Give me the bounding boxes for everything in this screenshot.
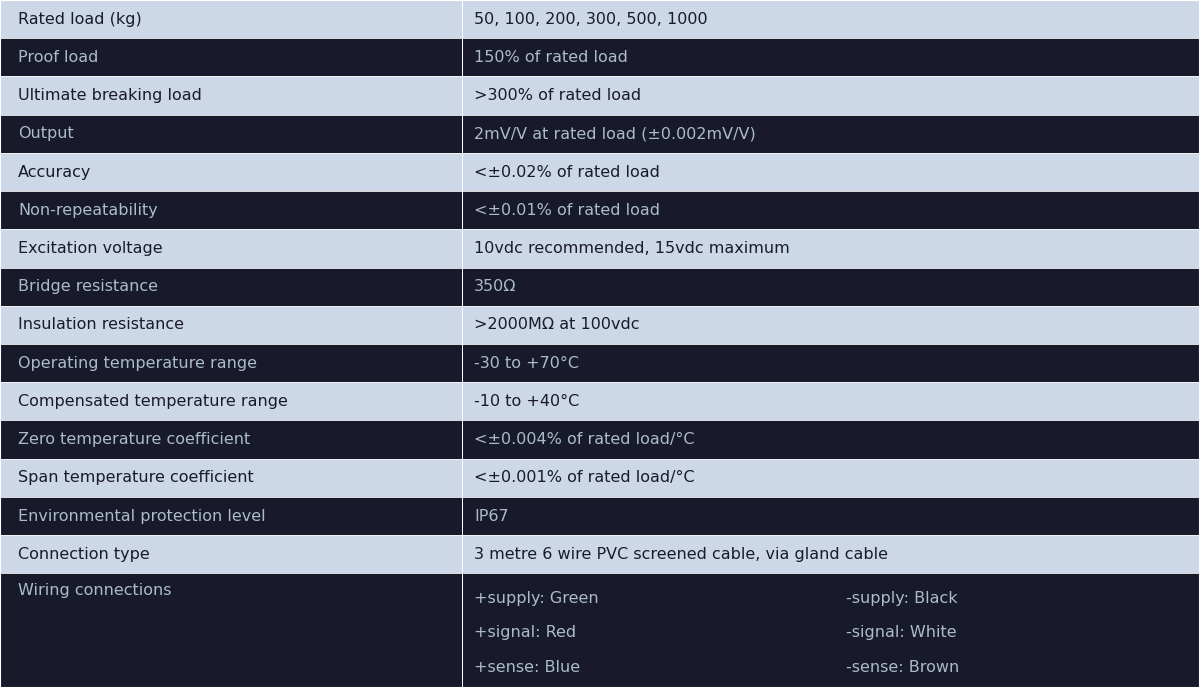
Text: +signal: Red: +signal: Red	[474, 625, 576, 641]
Text: 150% of rated load: 150% of rated load	[474, 50, 628, 65]
Text: -supply: Black: -supply: Black	[846, 591, 958, 606]
Bar	[0, 344, 1200, 383]
Text: Wiring connections: Wiring connections	[18, 583, 172, 598]
Bar	[462, 0, 463, 688]
Text: <±0.004% of rated load/°C: <±0.004% of rated load/°C	[474, 432, 695, 447]
Text: Rated load (kg): Rated load (kg)	[18, 12, 142, 27]
Text: Proof load: Proof load	[18, 50, 98, 65]
Bar	[0, 229, 1200, 268]
Text: -30 to +70°C: -30 to +70°C	[474, 356, 580, 371]
Text: >2000MΩ at 100vdc: >2000MΩ at 100vdc	[474, 317, 640, 332]
Text: 50, 100, 200, 300, 500, 1000: 50, 100, 200, 300, 500, 1000	[474, 12, 708, 27]
Text: -10 to +40°C: -10 to +40°C	[474, 394, 580, 409]
Bar	[0, 573, 1200, 688]
Bar	[0, 268, 1200, 305]
Text: 350Ω: 350Ω	[474, 279, 516, 294]
Bar	[0, 153, 1200, 191]
Text: -signal: White: -signal: White	[846, 625, 956, 641]
Text: 2mV/V at rated load (±0.002mV/V): 2mV/V at rated load (±0.002mV/V)	[474, 127, 756, 141]
Text: Span temperature coefficient: Span temperature coefficient	[18, 471, 253, 485]
Text: IP67: IP67	[474, 508, 509, 524]
Text: Bridge resistance: Bridge resistance	[18, 279, 158, 294]
Text: Operating temperature range: Operating temperature range	[18, 356, 257, 371]
Text: Ultimate breaking load: Ultimate breaking load	[18, 88, 202, 103]
Bar	[0, 191, 1200, 229]
Text: Excitation voltage: Excitation voltage	[18, 241, 163, 256]
Text: Accuracy: Accuracy	[18, 164, 91, 180]
Text: Connection type: Connection type	[18, 547, 150, 561]
Text: >300% of rated load: >300% of rated load	[474, 88, 641, 103]
Text: <±0.001% of rated load/°C: <±0.001% of rated load/°C	[474, 471, 695, 485]
Text: Environmental protection level: Environmental protection level	[18, 508, 265, 524]
Bar	[0, 497, 1200, 535]
Text: Insulation resistance: Insulation resistance	[18, 317, 184, 332]
Bar	[0, 115, 1200, 153]
Bar	[0, 0, 1200, 39]
Text: Output: Output	[18, 127, 73, 141]
Text: +supply: Green: +supply: Green	[474, 591, 599, 606]
Bar	[0, 76, 1200, 115]
Bar	[0, 535, 1200, 573]
Text: <±0.01% of rated load: <±0.01% of rated load	[474, 203, 660, 217]
Text: <±0.02% of rated load: <±0.02% of rated load	[474, 164, 660, 180]
Bar	[0, 420, 1200, 459]
Text: -sense: Brown: -sense: Brown	[846, 660, 959, 675]
Bar	[0, 383, 1200, 420]
Text: Zero temperature coefficient: Zero temperature coefficient	[18, 432, 251, 447]
Bar	[0, 305, 1200, 344]
Bar	[0, 39, 1200, 76]
Text: +sense: Blue: +sense: Blue	[474, 660, 580, 675]
Bar	[0, 459, 1200, 497]
Text: 10vdc recommended, 15vdc maximum: 10vdc recommended, 15vdc maximum	[474, 241, 790, 256]
Text: Non-repeatability: Non-repeatability	[18, 203, 157, 217]
Text: Compensated temperature range: Compensated temperature range	[18, 394, 288, 409]
Text: 3 metre 6 wire PVC screened cable, via gland cable: 3 metre 6 wire PVC screened cable, via g…	[474, 547, 888, 561]
